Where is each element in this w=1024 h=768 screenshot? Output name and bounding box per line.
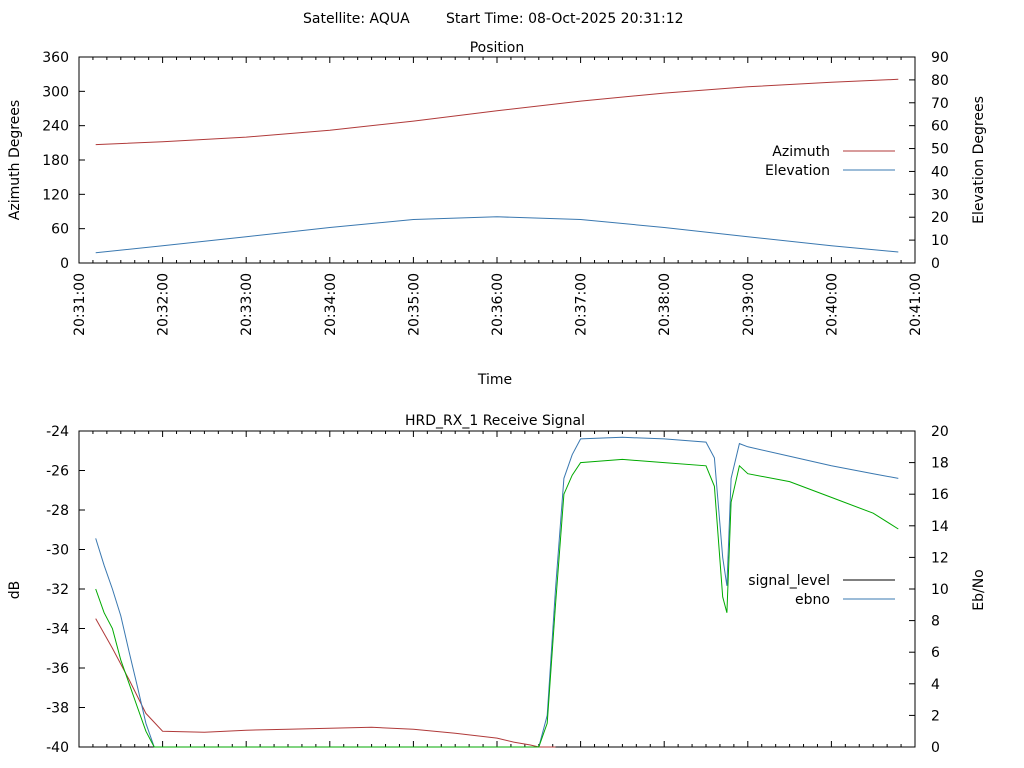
position-y2label: Elevation Degrees (971, 96, 987, 224)
x-tick-label: 20:33:00 (239, 273, 255, 336)
y-tick-label: -32 (46, 582, 69, 598)
position-xlabel: Time (477, 372, 512, 388)
signal-legend: signal_level ebno (748, 573, 895, 608)
y-tick-label: -30 (46, 543, 69, 559)
satellite-label: Satellite: AQUA (303, 11, 410, 27)
y2-tick-label: 0 (931, 256, 940, 272)
position-ylabel: Azimuth Degrees (7, 100, 23, 220)
legend-elevation-label: Elevation (765, 163, 830, 179)
y2-tick-label: 30 (931, 187, 949, 203)
y-tick-label: 120 (42, 187, 69, 203)
x-tick-label: 20:31:00 (72, 273, 88, 336)
legend-ebno-label: ebno (795, 592, 830, 608)
x-tick-label: 20:40:00 (824, 273, 840, 336)
y2-tick-label: 16 (931, 487, 949, 503)
legend-signal-level-label: signal_level (748, 573, 830, 589)
y-tick-label: 0 (60, 256, 69, 272)
y2-tick-label: 10 (931, 582, 949, 598)
series-ebno-line (95, 436, 899, 748)
y2-tick-label: 6 (931, 645, 940, 661)
signal-chart: HRD_RX_1 Receive Signal -40 -38 -36 -34 -32 -… (7, 413, 987, 756)
y-tick-label: -38 (46, 701, 69, 717)
y2-tick-label: 8 (931, 614, 940, 630)
x-tick-label: 20:32:00 (156, 273, 172, 336)
y2-tick-label: 60 (931, 119, 949, 135)
x-tick-label: 20:35:00 (406, 273, 422, 336)
y-tick-label: 300 (42, 84, 69, 100)
position-chart: Position 0 60 120 180 240 300 360 0 10 20 30 40 50 60… (7, 40, 987, 388)
y2-tick-label: 0 (931, 740, 940, 756)
x-tick-label: 20:39:00 (741, 273, 757, 336)
series-unlabeled-line (95, 458, 899, 748)
y-tick-label: 60 (51, 222, 69, 238)
x-tick-label: 20:36:00 (490, 273, 506, 336)
y-tick-label: -40 (46, 740, 69, 756)
series-signal-level-line (95, 618, 556, 748)
legend-azimuth-label: Azimuth (772, 144, 830, 160)
x-tick-label: 20:38:00 (657, 273, 673, 336)
y2-tick-label: 80 (931, 73, 949, 89)
x-tick-label: 20:37:00 (574, 273, 590, 336)
signal-title: HRD_RX_1 Receive Signal (405, 413, 585, 429)
series-azimuth-line (95, 78, 899, 146)
y2-tick-label: 20 (931, 210, 949, 226)
y2-tick-label: 2 (931, 708, 940, 724)
y2-tick-label: 50 (931, 142, 949, 158)
y2-tick-label: 40 (931, 164, 949, 180)
y-tick-label: -34 (46, 622, 69, 638)
position-plot-frame (78, 56, 916, 264)
signal-ylabel: dB (7, 581, 23, 600)
y2-tick-label: 12 (931, 550, 949, 566)
y-tick-label: 240 (42, 119, 69, 135)
y2-tick-label: 70 (931, 96, 949, 112)
y2-tick-label: 20 (931, 424, 949, 440)
y2-tick-label: 18 (931, 456, 949, 472)
x-tick-label: 20:34:00 (323, 273, 339, 336)
signal-y2label: Eb/No (971, 569, 987, 611)
y2-tick-label: 90 (931, 50, 949, 66)
y-tick-label: -28 (46, 503, 69, 519)
y-tick-label: -26 (46, 464, 69, 480)
x-tick-label: 20:41:00 (908, 273, 924, 336)
y2-tick-label: 10 (931, 233, 949, 249)
y-tick-label: -36 (46, 661, 69, 677)
y-tick-label: 180 (42, 153, 69, 169)
start-time-label: Start Time: 08-Oct-2025 20:31:12 (446, 11, 684, 27)
series-elevation-line (95, 216, 899, 254)
y-tick-label: -24 (46, 424, 69, 440)
y-tick-label: 360 (42, 50, 69, 66)
y2-tick-label: 14 (931, 519, 949, 535)
signal-plot-frame (78, 430, 916, 748)
position-legend: Azimuth Elevation (765, 144, 895, 179)
y2-tick-label: 4 (931, 677, 940, 693)
position-title: Position (470, 40, 525, 56)
